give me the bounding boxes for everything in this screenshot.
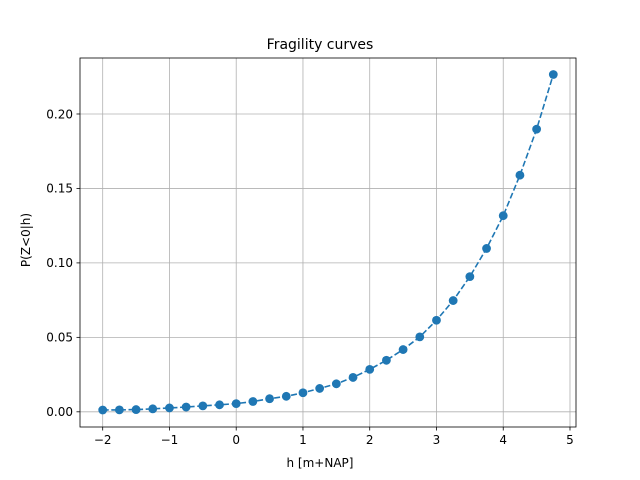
y-axis-label: P(Z<0|h) [19, 213, 33, 267]
x-axis-label: h [m+NAP] [287, 456, 354, 470]
series-layer [98, 70, 558, 415]
y-tick-label: 0.05 [46, 331, 73, 345]
x-tick-label: −1 [161, 433, 179, 447]
x-tick-label: 1 [299, 433, 307, 447]
x-tick-label: 5 [566, 433, 574, 447]
x-tick-label: 4 [499, 433, 507, 447]
data-point [448, 296, 458, 305]
data-point [181, 402, 191, 412]
data-point [348, 373, 358, 382]
y-axis: 0.00 0.05 0.10 0.15 0.20 [46, 107, 80, 419]
x-tick-label: 2 [366, 433, 374, 447]
data-point [365, 364, 375, 374]
y-tick-label: 0.00 [46, 405, 73, 419]
data-point [248, 397, 258, 406]
data-point [465, 272, 475, 282]
plot-frame [79, 57, 577, 428]
data-point [482, 244, 491, 253]
data-point [165, 403, 174, 413]
data-point [398, 345, 408, 354]
chart-title: Fragility curves [267, 37, 374, 53]
grid [80, 58, 576, 427]
data-point [215, 400, 224, 410]
data-point [498, 211, 508, 221]
data-point [131, 405, 141, 414]
data-point [231, 399, 241, 409]
data-point [114, 405, 124, 415]
data-point [281, 391, 291, 401]
x-tick-label: 0 [232, 433, 240, 447]
y-tick-label: 0.15 [46, 182, 73, 196]
x-tick-label: 3 [433, 433, 441, 447]
data-point [515, 170, 525, 180]
data-point [98, 405, 108, 415]
data-point [315, 384, 325, 393]
data-point [148, 404, 158, 414]
y-tick-label: 0.20 [46, 107, 73, 121]
data-point [331, 379, 341, 389]
data-point [298, 388, 308, 398]
data-point [548, 70, 558, 79]
data-point [415, 332, 425, 342]
y-tick-label: 0.10 [46, 256, 73, 270]
data-point [198, 401, 208, 411]
data-point [432, 315, 441, 325]
series-line [102, 74, 555, 411]
x-axis: −2 −1 0 1 2 3 4 5 [94, 427, 574, 447]
data-point [382, 355, 391, 365]
data-point [265, 394, 274, 404]
data-point [532, 124, 542, 134]
x-tick-label: −2 [94, 433, 112, 447]
